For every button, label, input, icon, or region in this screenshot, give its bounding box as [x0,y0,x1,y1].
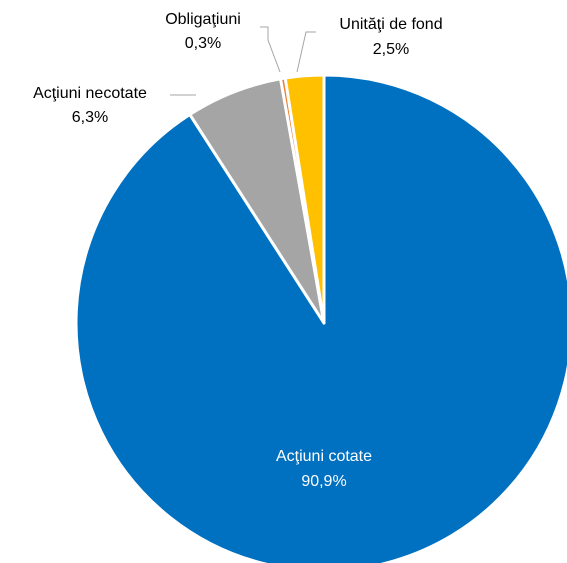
slice-label-unitati-de-fond: Unităţi de fond [339,16,442,33]
leader-lines [170,26,316,96]
slice-value-actiuni-necotate: 6,3% [72,109,108,126]
slice-value-actiuni-cotate: 90,9% [301,473,346,490]
leader-line-unitati [296,31,316,73]
leader-line-obligatiuni [260,26,281,73]
slice-value-unitati-de-fond: 2,5% [373,41,409,58]
slice-label-actiuni-cotate: Acţiuni cotate [276,448,372,465]
pie-slice-unitati-de-fond [283,73,326,325]
pie-slices [74,73,567,563]
slice-label-obligatiuni: Obligaţiuni [165,11,241,28]
pie-slice-actiuni-cotate [74,73,567,563]
slice-label-actiuni-necotate: Acţiuni necotate [33,85,147,102]
slice-value-obligatiuni: 0,3% [185,35,221,52]
